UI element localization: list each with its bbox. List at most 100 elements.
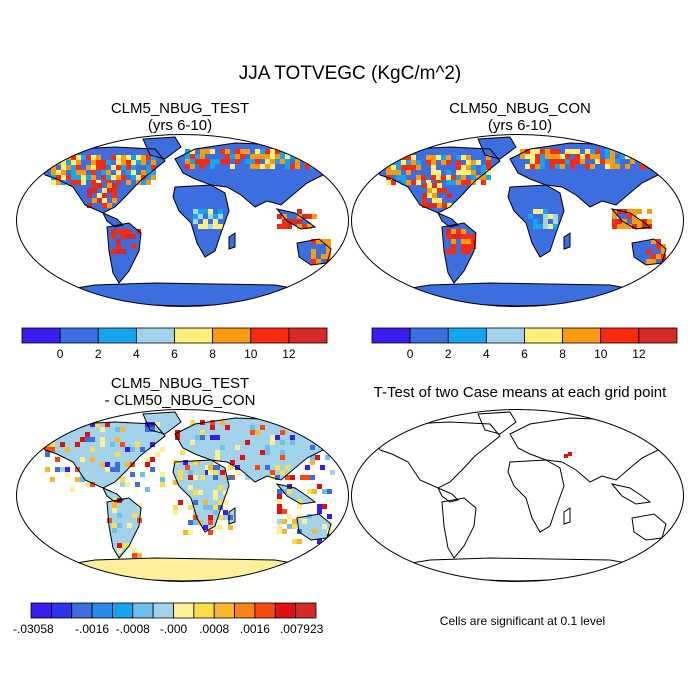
grid-cell [297, 219, 302, 224]
grid-cell [131, 160, 136, 165]
grid-cell [651, 259, 656, 264]
panel-title-difference-line2: - CLM50_NBUG_CON [104, 392, 256, 409]
grid-cell [121, 175, 126, 180]
grid-cell [422, 193, 427, 198]
grid-cell [282, 519, 287, 524]
grid-cell [290, 420, 295, 425]
grid-cell [427, 188, 432, 193]
grid-cell [50, 447, 55, 452]
grid-cell [265, 159, 270, 164]
grid-cell [120, 482, 125, 487]
grid-cell [545, 149, 550, 154]
grid-cell [461, 239, 466, 244]
grid-cell [442, 203, 447, 208]
grid-cell [642, 224, 647, 229]
grid-cell [200, 159, 205, 164]
grid-cell [81, 155, 86, 160]
grid-cell [141, 170, 146, 175]
grid-cell [210, 425, 215, 430]
grid-cell [411, 155, 416, 160]
grid-cell [102, 193, 107, 198]
grid-cell [185, 465, 190, 470]
grid-cell [116, 244, 121, 249]
grid-cell [188, 470, 193, 475]
colorbar-box [213, 602, 235, 619]
grid-cell [87, 203, 92, 208]
colorbar-tick-label: 0 [407, 347, 414, 361]
grid-cell [235, 159, 240, 164]
coastline-seasia [275, 208, 317, 230]
colorbar-tick-label: 2 [95, 347, 102, 361]
grid-cell [112, 528, 117, 533]
land-africa [173, 185, 229, 257]
grid-cell [223, 515, 228, 520]
grid-cell [190, 164, 195, 169]
grid-cell [250, 430, 255, 435]
grid-cell [570, 164, 575, 169]
grid-cell [530, 154, 535, 159]
grid-cell [230, 154, 235, 159]
grid-cell [456, 229, 461, 234]
grid-cell [315, 425, 320, 430]
grid-cell [297, 224, 302, 229]
grid-cell [297, 209, 302, 214]
grid-cell [565, 159, 570, 164]
colorbar-tick-label: 4 [483, 347, 490, 361]
grid-cell [131, 155, 136, 160]
panel-title-test-line1: CLM5_NBUG_TEST [110, 100, 250, 117]
grid-cell [125, 482, 130, 487]
grid-cell [116, 165, 121, 170]
grid-cell [150, 427, 155, 432]
grid-cell [553, 224, 558, 229]
grid-cell [90, 422, 95, 427]
grid-cell [102, 188, 107, 193]
grid-cell [115, 462, 120, 467]
grid-cell [260, 164, 265, 169]
grid-cell [310, 159, 315, 164]
grid-cell [146, 170, 151, 175]
grid-cell [543, 224, 548, 229]
grid-cell [260, 460, 265, 465]
grid-cell [220, 149, 225, 154]
grid-cell [140, 427, 145, 432]
grid-cell [540, 154, 545, 159]
grid-cell [300, 154, 305, 159]
grid-cell [605, 149, 610, 154]
grid-cell [141, 155, 146, 160]
land-camerica [438, 213, 458, 227]
grid-cell [311, 249, 316, 254]
grid-cell [451, 249, 456, 254]
grid-cell [431, 175, 436, 180]
grid-cell [208, 520, 213, 525]
grid-cell [406, 165, 411, 170]
colorbar-tick-label: .0008 [199, 622, 229, 636]
grid-cell [651, 239, 656, 244]
grid-cell [140, 472, 145, 477]
grid-cell [121, 234, 126, 239]
grid-cell [461, 249, 466, 254]
grid-cell [461, 170, 466, 175]
grid-cell [112, 508, 117, 513]
grid-cell [213, 224, 218, 229]
grid-cell [218, 500, 223, 505]
grid-cell [101, 175, 106, 180]
grid-cell [92, 198, 97, 203]
grid-cell [92, 188, 97, 193]
coastline-samerica [441, 497, 477, 559]
grid-cell [151, 170, 156, 175]
grid-cell [120, 477, 125, 482]
grid-cell [135, 482, 140, 487]
grid-cell [447, 193, 452, 198]
grid-cell [533, 209, 538, 214]
colorbar-box [485, 327, 525, 344]
grid-cell [107, 183, 112, 188]
colorbar-tick-label: 6 [521, 347, 528, 361]
grid-cell [645, 149, 650, 154]
grid-cell [245, 159, 250, 164]
grid-cell [325, 455, 330, 460]
grid-cell [105, 467, 110, 472]
colorbar-box [295, 602, 317, 619]
grid-cell [486, 165, 491, 170]
grid-cell [297, 499, 302, 504]
grid-cell [195, 154, 200, 159]
